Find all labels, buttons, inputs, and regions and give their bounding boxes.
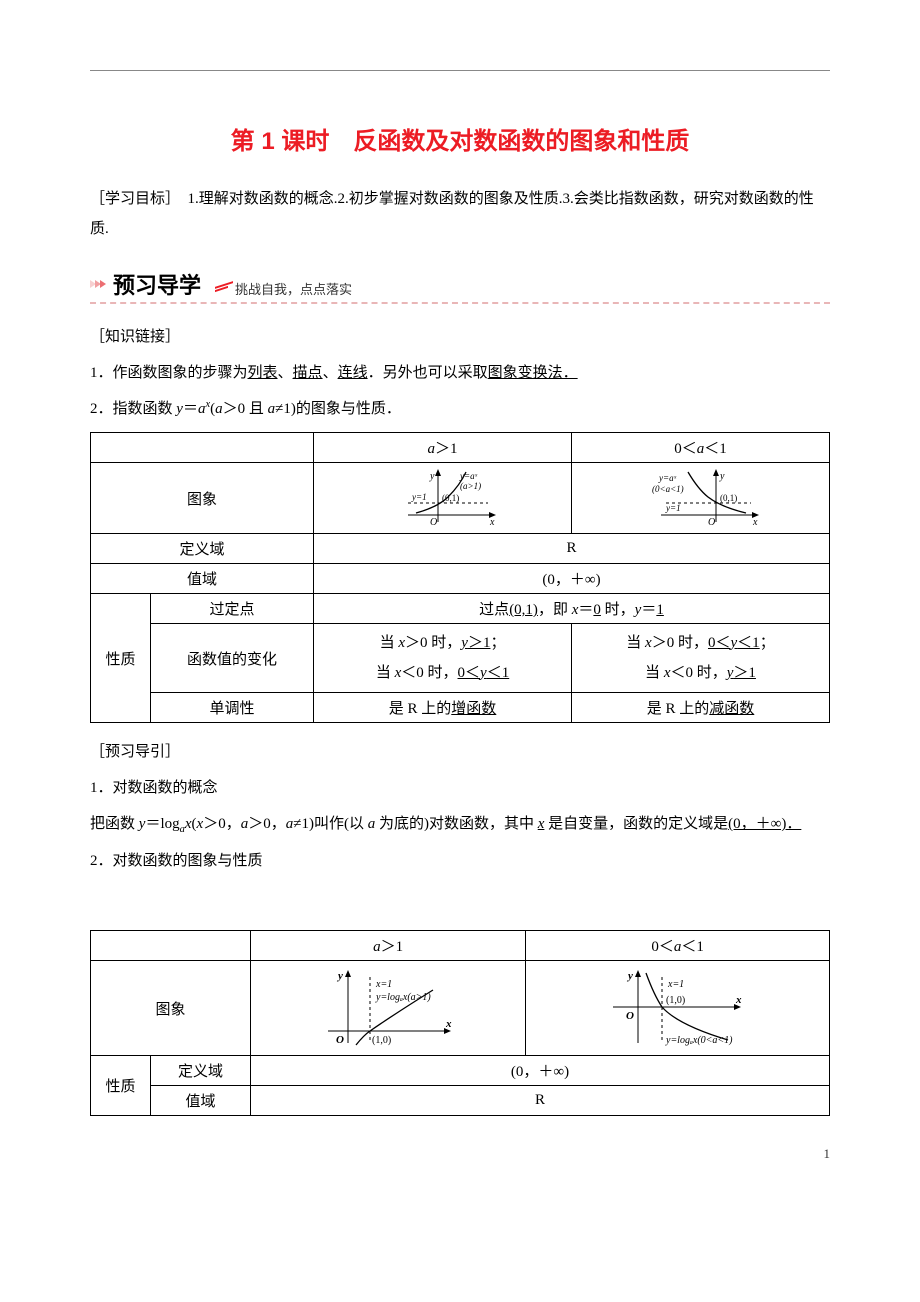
svg-text:y: y — [626, 970, 633, 982]
text: 1．作函数图象的步骤为 — [90, 365, 248, 381]
svg-text:O: O — [708, 517, 715, 528]
underline-text: 描点 — [293, 365, 323, 381]
exp-graph-01: y x O y=aˣ (0<a<1) (0,1) y=1 — [626, 467, 776, 529]
col-header: 0＜a＜1 — [572, 433, 830, 463]
text: 、 — [323, 365, 338, 381]
svg-text:x: x — [445, 1018, 452, 1030]
svg-text:y: y — [719, 471, 725, 482]
table-row: 值域 (0，＋∞) — [91, 564, 830, 594]
underline-text: 图象变换法． — [488, 365, 578, 381]
log-graph-01: y x O x=1 (1,0) y=logₐx(0<a<1) — [578, 965, 778, 1051]
learning-objective: ［学习目标］ 1.理解对数函数的概念.2.初步掌握对数函数的图象及性质.3.会类… — [90, 184, 830, 244]
row-label: 函数值的变化 — [151, 624, 314, 693]
table-row: 单调性 是 R 上的增函数 是 R 上的减函数 — [91, 693, 830, 723]
cell-value: 是 R 上的增函数 — [314, 693, 572, 723]
banner-subtitle: 挑战自我，点点落实 — [235, 279, 352, 300]
exp-graph-gt1: y x O y=aˣ (a>1) (0,1) y=1 — [368, 467, 518, 529]
row-label: 过定点 — [151, 594, 314, 624]
concept-heading: 1．对数函数的概念 — [90, 773, 830, 803]
graph-cell: y x O y=aˣ (a>1) (0,1) y=1 — [314, 463, 572, 534]
svg-text:x: x — [489, 517, 495, 528]
col-header: 0＜a＜1 — [526, 931, 830, 961]
cell-value: (0，＋∞) — [251, 1056, 830, 1086]
props-heading: 2．对数函数的图象与性质 — [90, 846, 830, 876]
text: 、 — [278, 365, 293, 381]
cell-value: (0，＋∞) — [314, 564, 830, 594]
knowledge-link-heading: ［知识链接］ — [90, 322, 830, 352]
log-graph-gt1: y x O x=1 y=logₐx(a>1) (1,0) — [298, 965, 478, 1051]
step-line: 1．作函数图象的步骤为列表、描点、连线．另外也可以采取图象变换法． — [90, 358, 830, 388]
lesson-title: 第 1 课时 反函数及对数函数的图象和性质 — [90, 121, 830, 156]
row-label: 定义域 — [151, 1056, 251, 1086]
cell-value: R — [251, 1086, 830, 1116]
stroke-icon — [215, 278, 233, 290]
svg-text:y=1: y=1 — [665, 503, 681, 513]
cell-value: 是 R 上的减函数 — [572, 693, 830, 723]
table-row: 图象 y x O x=1 y=logₐx(a>1) (1,0) — [91, 961, 830, 1056]
graph-cell: y x O x=1 (1,0) y=logₐx(0<a<1) — [526, 961, 830, 1056]
page-top-rule — [90, 70, 830, 71]
table-row: 性质 过定点 过点(0,1)，即 x＝0 时，y＝1 — [91, 594, 830, 624]
preview-banner: 预习导学 挑战自我，点点落实 — [90, 268, 830, 304]
svg-text:(0<a<1): (0<a<1) — [652, 484, 684, 494]
table-row: 函数值的变化 当 x＞0 时，y＞1； 当 x＜0 时，0＜y＜1 当 x＞0 … — [91, 624, 830, 693]
svg-text:(0,1): (0,1) — [442, 493, 459, 503]
table-row: a＞1 0＜a＜1 — [91, 433, 830, 463]
table-row: 图象 y x O y=aˣ (a>1) (0,1) y=1 — [91, 463, 830, 534]
graph-cell: y x O x=1 y=logₐx(a>1) (1,0) — [251, 961, 526, 1056]
col-header: a＞1 — [251, 931, 526, 961]
dashed-divider — [90, 302, 830, 304]
svg-text:O: O — [430, 517, 437, 528]
col-header: a＞1 — [314, 433, 572, 463]
svg-text:(a>1): (a>1) — [460, 481, 481, 491]
svg-text:(1,0): (1,0) — [372, 1035, 391, 1046]
chevron-icon — [100, 280, 106, 288]
row-group-label: 性质 — [91, 594, 151, 723]
svg-text:x=1: x=1 — [667, 979, 684, 990]
svg-text:y=logₐx(a>1): y=logₐx(a>1) — [375, 992, 431, 1003]
row-label: 值域 — [91, 564, 314, 594]
svg-text:y=aˣ: y=aˣ — [459, 471, 478, 481]
cell-value: R — [314, 534, 830, 564]
svg-text:O: O — [336, 1034, 344, 1046]
underline-text: 连线 — [338, 365, 368, 381]
svg-text:(0,1): (0,1) — [720, 493, 737, 503]
row-label: 单调性 — [151, 693, 314, 723]
table-row: 值域 R — [91, 1086, 830, 1116]
table-row: a＞1 0＜a＜1 — [91, 931, 830, 961]
svg-text:(1,0): (1,0) — [666, 995, 685, 1006]
row-group-label: 性质 — [91, 1056, 151, 1116]
cell-value: 当 x＞0 时，y＞1； 当 x＜0 时，0＜y＜1 — [314, 624, 572, 693]
text: ．另外也可以采取 — [368, 365, 488, 381]
page-number: 1 — [90, 1146, 830, 1162]
row-label: 图象 — [91, 961, 251, 1056]
svg-text:x: x — [735, 994, 742, 1006]
svg-text:x: x — [752, 517, 758, 528]
row-label: 定义域 — [91, 534, 314, 564]
underline-text: 列表 — [248, 365, 278, 381]
svg-text:y: y — [429, 471, 435, 482]
cell-value: 当 x＞0 时，0＜y＜1； 当 x＜0 时，y＞1 — [572, 624, 830, 693]
exp-func-intro: 2．指数函数 y＝ax(a＞0 且 a≠1)的图象与性质． — [90, 394, 830, 424]
concept-text: 把函数 y＝logax(x＞0，a＞0，a≠1)叫作(以 a 为底的)对数函数，… — [90, 809, 830, 840]
svg-text:x=1: x=1 — [375, 979, 392, 990]
exp-table: a＞1 0＜a＜1 图象 y x O y=aˣ (a>1) (0,1) — [90, 432, 830, 723]
svg-text:y=1: y=1 — [411, 492, 427, 502]
row-label: 图象 — [91, 463, 314, 534]
log-table: a＞1 0＜a＜1 图象 y x O x=1 y=logₐx(a>1) — [90, 930, 830, 1116]
graph-cell: y x O y=aˣ (0<a<1) (0,1) y=1 — [572, 463, 830, 534]
svg-text:y=logₐx(0<a<1): y=logₐx(0<a<1) — [665, 1035, 733, 1046]
svg-text:O: O — [626, 1010, 634, 1022]
svg-text:y: y — [336, 970, 343, 982]
table-row: 定义域 R — [91, 534, 830, 564]
table-row: 性质 定义域 (0，＋∞) — [91, 1056, 830, 1086]
preview-guide-heading: ［预习导引］ — [90, 737, 830, 767]
svg-text:y=aˣ: y=aˣ — [658, 473, 677, 483]
banner-title: 预习导学 — [113, 268, 201, 300]
cell-value: 过点(0,1)，即 x＝0 时，y＝1 — [314, 594, 830, 624]
row-label: 值域 — [151, 1086, 251, 1116]
